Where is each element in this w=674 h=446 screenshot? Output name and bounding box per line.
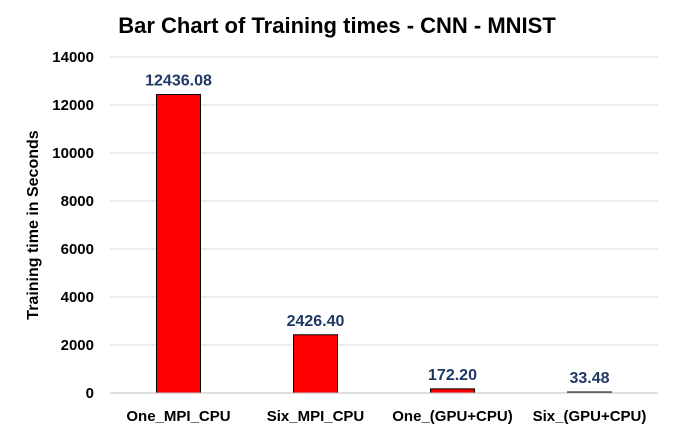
chart-title: Bar Chart of Training times - CNN - MNIS…: [118, 13, 556, 38]
y-axis-ticks: 0 2000 4000 6000 8000 10000 12000 14000: [52, 49, 94, 402]
y-axis-label: Training time in Seconds: [25, 130, 42, 319]
bar-six-mpi-cpu: [293, 334, 338, 394]
data-label: 33.48: [569, 370, 609, 387]
y-tick-label: 10000: [52, 145, 94, 162]
bar-one-gpu-cpu: [430, 388, 475, 394]
x-axis-categories: One_MPI_CPU Six_MPI_CPU One_(GPU+CPU) Six_(…: [126, 408, 646, 425]
y-tick-label: 0: [86, 385, 94, 402]
x-category-label: Six_(GPU+CPU): [533, 408, 647, 425]
bars: [156, 94, 612, 394]
bar-one-mpi-cpu: [156, 94, 201, 394]
y-tick-label: 4000: [61, 289, 94, 306]
y-tick-label: 6000: [61, 241, 94, 258]
data-label: 12436.08: [145, 73, 212, 90]
x-category-label: Six_MPI_CPU: [267, 408, 365, 425]
data-labels: 12436.08 2426.40 172.20 33.48: [145, 73, 609, 387]
x-category-label: One_MPI_CPU: [126, 408, 230, 425]
x-category-label: One_(GPU+CPU): [392, 408, 512, 425]
y-tick-label: 12000: [52, 97, 94, 114]
y-tick-label: 8000: [61, 193, 94, 210]
y-tick-label: 2000: [61, 337, 94, 354]
y-tick-label: 14000: [52, 49, 94, 66]
gridlines: [110, 56, 658, 346]
data-label: 2426.40: [287, 313, 345, 330]
data-label: 172.20: [428, 367, 477, 384]
